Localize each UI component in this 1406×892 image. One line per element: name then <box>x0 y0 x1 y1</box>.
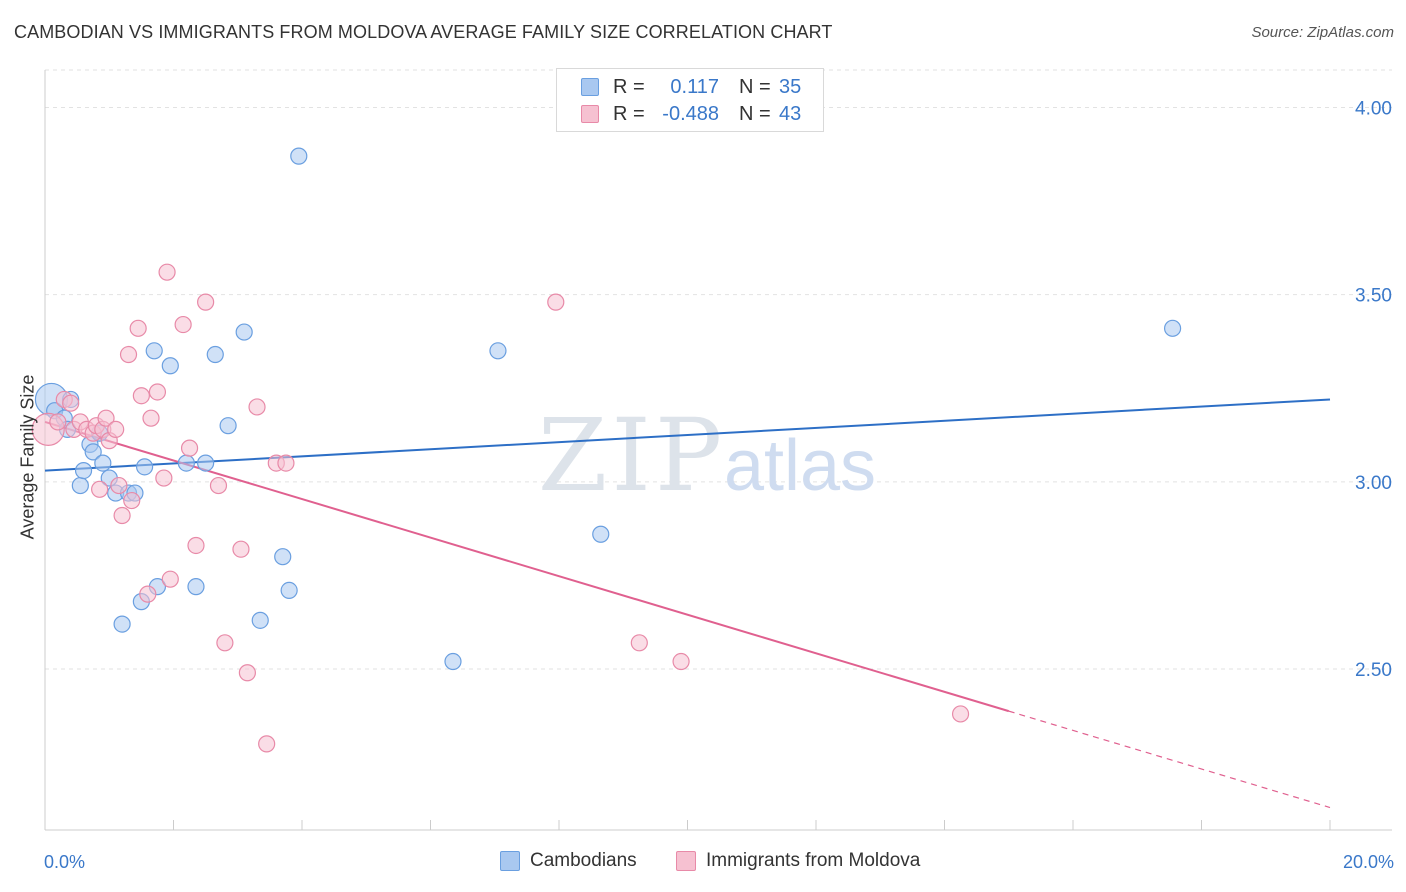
y-tick-label: 3.00 <box>1355 473 1392 494</box>
moldova-point <box>139 585 157 603</box>
cambodian-point <box>145 342 163 360</box>
moldova-point <box>180 439 199 457</box>
data-points <box>31 147 1182 753</box>
legend-swatch <box>676 851 696 871</box>
stats-legend: R = 0.117 N = 35 R = -0.488 N = 43 <box>556 68 824 132</box>
cambodian-point <box>489 342 507 360</box>
r-label: R = <box>613 102 645 125</box>
cambodian-point <box>444 652 462 671</box>
n-value: 35 <box>779 75 802 98</box>
cambodian-point <box>94 454 112 472</box>
legend-swatch <box>581 105 599 123</box>
moldova-point <box>248 398 266 416</box>
cambodian-point <box>84 443 102 461</box>
legend-label: Immigrants from Moldova <box>706 850 921 871</box>
moldova-point <box>142 409 160 427</box>
watermark-atlas: atlas <box>724 426 876 506</box>
cambodian-point <box>251 611 269 629</box>
cambodian-point <box>113 615 131 633</box>
y-tick-label: 3.50 <box>1355 286 1392 307</box>
n-label: N = <box>739 102 771 125</box>
cambodian-point <box>187 578 205 596</box>
moldova-trend-line-dashed <box>1008 710 1331 809</box>
cambodian-point <box>197 454 215 472</box>
stats-row-cambodians: R = 0.117 N = 35 <box>581 75 801 99</box>
cambodian-point <box>74 461 93 480</box>
cambodian-point <box>161 357 179 375</box>
cambodian-point <box>135 458 154 476</box>
series-legend: Cambodians Immigrants from Moldova <box>0 850 1406 878</box>
cambodian-point <box>290 147 308 165</box>
moldova-point <box>174 315 192 334</box>
r-value: -0.488 <box>662 102 719 125</box>
legend-label: Cambodians <box>530 850 637 871</box>
moldova-point <box>258 735 276 753</box>
y-tick-labels: 2.50 3.00 3.50 4.00 <box>1355 98 1392 681</box>
cambodian-trend-line <box>44 398 1331 472</box>
y-axis-label: Average Family Size <box>17 374 38 540</box>
moldova-point <box>49 413 67 431</box>
cambodian-point <box>274 548 292 566</box>
legend-item-cambodians[interactable]: Cambodians <box>500 850 637 872</box>
stats-row-moldova: R = -0.488 N = 43 <box>581 102 801 126</box>
chart-title: CAMBODIAN VS IMMIGRANTS FROM MOLDOVA AVE… <box>14 22 833 42</box>
moldova-point <box>110 476 128 495</box>
moldova-point <box>129 319 147 337</box>
cambodian-point <box>219 417 237 435</box>
moldova-point <box>630 634 648 652</box>
moldova-point <box>197 293 215 311</box>
moldova-point <box>547 293 565 311</box>
moldova-point <box>158 263 176 281</box>
moldova-point <box>672 652 690 671</box>
moldova-point <box>187 536 205 555</box>
cambodian-point <box>206 345 224 364</box>
moldova-point <box>132 387 150 405</box>
cambodian-point <box>280 581 298 599</box>
y-tick-label: 4.00 <box>1355 98 1392 119</box>
moldova-point <box>123 491 141 510</box>
watermark: ZIP atlas <box>538 397 876 514</box>
moldova-point <box>91 480 109 498</box>
chart-source: Source: ZipAtlas.com <box>1251 24 1394 41</box>
legend-swatch <box>500 851 520 871</box>
n-label: N = <box>739 75 771 98</box>
x-tick-min: 0.0% <box>44 852 86 872</box>
moldova-point <box>148 383 167 401</box>
cambodian-point <box>235 323 253 341</box>
r-label: R = <box>613 75 645 98</box>
moldova-point <box>951 705 970 723</box>
grid-lines <box>45 69 1392 670</box>
moldova-point <box>232 540 250 558</box>
moldova-point <box>216 634 234 652</box>
moldova-point <box>119 345 138 364</box>
axes <box>44 70 1392 831</box>
n-value: 43 <box>779 102 802 125</box>
y-tick-label: 2.50 <box>1355 660 1392 681</box>
moldova-point <box>209 476 228 495</box>
x-tick-max: 20.0% <box>1342 852 1394 872</box>
moldova-point <box>62 394 80 412</box>
cambodian-point <box>177 454 195 472</box>
legend-item-moldova[interactable]: Immigrants from Moldova <box>676 850 920 872</box>
legend-swatch <box>581 78 599 96</box>
moldova-point <box>97 409 115 427</box>
moldova-point <box>113 506 131 525</box>
cambodian-point <box>592 525 610 543</box>
r-value: 0.117 <box>670 75 719 98</box>
cambodian-point <box>71 476 89 495</box>
moldova-point <box>277 454 295 472</box>
cambodian-point <box>1163 319 1182 337</box>
moldova-point <box>155 469 173 487</box>
watermark-zip: ZIP <box>538 397 726 514</box>
moldova-point <box>161 570 179 588</box>
moldova-point <box>238 664 256 682</box>
moldova-point <box>107 420 125 439</box>
